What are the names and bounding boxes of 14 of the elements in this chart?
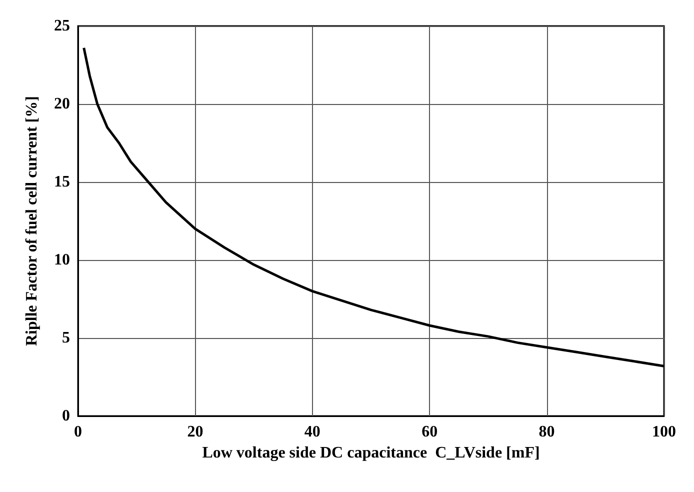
x-tick-label: 40 — [304, 424, 320, 440]
x-tick-label: 20 — [187, 424, 204, 440]
x-tick-label: 0 — [74, 424, 82, 440]
y-tick-label: 10 — [54, 252, 70, 268]
y-tick-label: 25 — [54, 18, 70, 34]
x-tick-label: 80 — [538, 424, 555, 440]
y-tick-label: 5 — [62, 330, 70, 346]
y-tick-label: 20 — [54, 96, 70, 112]
x-axis-title: Low voltage side DC capacitance C_LVside [mF] — [202, 444, 540, 462]
x-tick-label: 100 — [652, 424, 676, 440]
y-tick-label: 0 — [62, 408, 70, 424]
x-tick-label: 60 — [422, 424, 438, 440]
y-tick-label: 15 — [54, 174, 70, 190]
y-axis-title: Riplle Factor of fuel cell current [%] — [24, 96, 40, 346]
